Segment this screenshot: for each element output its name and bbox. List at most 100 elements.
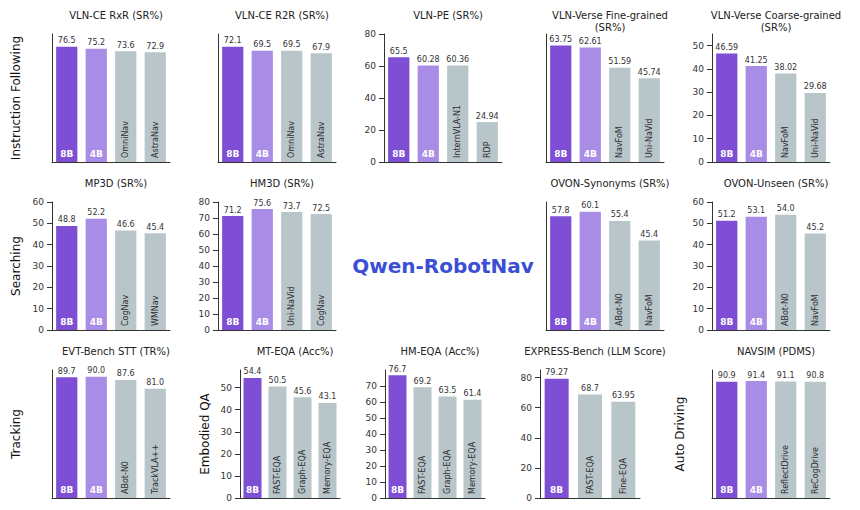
svg-text:40: 40 bbox=[366, 429, 378, 439]
svg-text:OVON-Unseen (SR%): OVON-Unseen (SR%) bbox=[724, 178, 829, 189]
svg-text:61.4: 61.4 bbox=[464, 389, 482, 398]
svg-text:40: 40 bbox=[693, 64, 705, 74]
svg-text:80: 80 bbox=[521, 373, 533, 383]
svg-text:8B: 8B bbox=[550, 485, 563, 495]
svg-text:69.5: 69.5 bbox=[283, 40, 301, 49]
svg-text:4B: 4B bbox=[90, 485, 103, 495]
svg-text:8B: 8B bbox=[226, 317, 239, 327]
svg-text:(SR%): (SR%) bbox=[761, 22, 792, 33]
svg-text:NAVSIM (PDMS): NAVSIM (PDMS) bbox=[737, 346, 815, 357]
svg-text:30: 30 bbox=[33, 261, 45, 271]
svg-text:8B: 8B bbox=[60, 485, 73, 495]
svg-text:20: 20 bbox=[365, 125, 377, 135]
svg-text:MP3D (SR%): MP3D (SR%) bbox=[85, 178, 148, 189]
svg-text:4B: 4B bbox=[584, 317, 597, 327]
svg-text:45.2: 45.2 bbox=[806, 223, 824, 232]
svg-text:EXPRESS-Bench (LLM Score): EXPRESS-Bench (LLM Score) bbox=[524, 346, 666, 357]
svg-text:4B: 4B bbox=[256, 149, 269, 159]
svg-text:41.25: 41.25 bbox=[745, 56, 768, 65]
svg-text:20: 20 bbox=[693, 282, 705, 292]
svg-text:VLN-PE (SR%): VLN-PE (SR%) bbox=[413, 10, 483, 21]
svg-text:63.95: 63.95 bbox=[612, 391, 635, 400]
svg-text:52.2: 52.2 bbox=[87, 208, 105, 217]
svg-text:79.27: 79.27 bbox=[545, 368, 568, 377]
svg-text:ReCogDrive: ReCogDrive bbox=[811, 447, 820, 494]
svg-text:8B: 8B bbox=[60, 149, 73, 159]
svg-text:72.9: 72.9 bbox=[146, 42, 164, 51]
svg-text:OmniNav: OmniNav bbox=[121, 121, 130, 158]
svg-text:73.7: 73.7 bbox=[283, 202, 301, 211]
svg-text:60: 60 bbox=[33, 197, 45, 207]
svg-text:50: 50 bbox=[199, 245, 211, 255]
svg-text:38.02: 38.02 bbox=[774, 63, 797, 72]
svg-text:8B: 8B bbox=[554, 149, 567, 159]
svg-text:50: 50 bbox=[221, 383, 233, 393]
svg-text:(SR%): (SR%) bbox=[595, 22, 626, 33]
svg-text:ABot-N0: ABot-N0 bbox=[121, 461, 130, 494]
svg-text:50: 50 bbox=[693, 41, 705, 51]
svg-text:87.6: 87.6 bbox=[117, 369, 135, 378]
svg-text:Qwen-RobotNav: Qwen-RobotNav bbox=[352, 254, 534, 278]
svg-text:WMNav: WMNav bbox=[151, 295, 160, 326]
svg-text:91.4: 91.4 bbox=[747, 371, 765, 380]
svg-text:AstraNav: AstraNav bbox=[151, 121, 160, 158]
svg-text:20: 20 bbox=[199, 293, 211, 303]
svg-text:68.7: 68.7 bbox=[581, 384, 599, 393]
svg-text:89.7: 89.7 bbox=[58, 367, 76, 376]
svg-text:45.6: 45.6 bbox=[294, 387, 312, 396]
svg-text:4B: 4B bbox=[90, 317, 103, 327]
svg-text:ABot-N0: ABot-N0 bbox=[615, 293, 624, 326]
svg-text:54.4: 54.4 bbox=[244, 367, 262, 376]
svg-text:4B: 4B bbox=[584, 149, 597, 159]
svg-text:65.5: 65.5 bbox=[390, 47, 408, 56]
svg-text:4B: 4B bbox=[256, 317, 269, 327]
svg-text:60: 60 bbox=[521, 403, 533, 413]
svg-text:Fine-EQA: Fine-EQA bbox=[619, 458, 628, 494]
svg-text:71.2: 71.2 bbox=[224, 206, 242, 215]
svg-text:AstraNav: AstraNav bbox=[317, 121, 326, 158]
svg-text:10: 10 bbox=[221, 471, 233, 481]
svg-text:VLN-Verse Coarse-grained: VLN-Verse Coarse-grained bbox=[711, 10, 841, 21]
svg-text:10: 10 bbox=[366, 477, 378, 487]
svg-text:Embodied QA: Embodied QA bbox=[198, 392, 212, 474]
svg-text:HM3D (SR%): HM3D (SR%) bbox=[250, 178, 314, 189]
svg-text:67.9: 67.9 bbox=[312, 43, 330, 52]
svg-text:NavFoM: NavFoM bbox=[781, 126, 790, 158]
svg-text:76.7: 76.7 bbox=[389, 365, 407, 374]
svg-text:70: 70 bbox=[199, 213, 211, 223]
svg-text:0: 0 bbox=[526, 493, 532, 503]
svg-text:29.68: 29.68 bbox=[804, 82, 827, 91]
svg-text:54.0: 54.0 bbox=[777, 204, 795, 213]
svg-text:8B: 8B bbox=[554, 317, 567, 327]
svg-text:80: 80 bbox=[199, 197, 211, 207]
svg-text:40: 40 bbox=[33, 240, 45, 250]
svg-text:VLN-CE R2R (SR%): VLN-CE R2R (SR%) bbox=[235, 10, 329, 21]
svg-text:8B: 8B bbox=[246, 485, 259, 495]
svg-text:80: 80 bbox=[365, 29, 377, 39]
svg-text:10: 10 bbox=[33, 304, 45, 314]
svg-text:8B: 8B bbox=[720, 485, 733, 495]
svg-text:70: 70 bbox=[366, 381, 378, 391]
svg-text:Uni-NaVid: Uni-NaVid bbox=[645, 118, 654, 158]
svg-text:NavFoM: NavFoM bbox=[615, 126, 624, 158]
svg-text:30: 30 bbox=[693, 87, 705, 97]
svg-text:8B: 8B bbox=[720, 149, 733, 159]
svg-text:50.5: 50.5 bbox=[269, 376, 287, 385]
svg-text:73.6: 73.6 bbox=[117, 41, 135, 50]
svg-text:90.0: 90.0 bbox=[87, 366, 105, 375]
svg-text:NavFoM: NavFoM bbox=[645, 294, 654, 326]
svg-text:Memory-EQA: Memory-EQA bbox=[468, 441, 477, 494]
svg-text:53.1: 53.1 bbox=[747, 206, 765, 215]
svg-text:Tracking: Tracking bbox=[9, 409, 23, 460]
svg-text:40: 40 bbox=[199, 261, 211, 271]
svg-text:CogNav: CogNav bbox=[121, 295, 130, 326]
svg-text:45.4: 45.4 bbox=[146, 223, 164, 232]
svg-text:63.5: 63.5 bbox=[439, 386, 457, 395]
svg-text:60.1: 60.1 bbox=[581, 201, 599, 210]
svg-text:VLN-CE RxR (SR%): VLN-CE RxR (SR%) bbox=[69, 10, 163, 21]
svg-text:RDP: RDP bbox=[483, 141, 492, 158]
svg-text:HM-EQA (Acc%): HM-EQA (Acc%) bbox=[401, 346, 480, 357]
svg-text:OmniNav: OmniNav bbox=[287, 121, 296, 158]
svg-text:50: 50 bbox=[693, 218, 705, 228]
svg-text:43.1: 43.1 bbox=[319, 392, 337, 401]
